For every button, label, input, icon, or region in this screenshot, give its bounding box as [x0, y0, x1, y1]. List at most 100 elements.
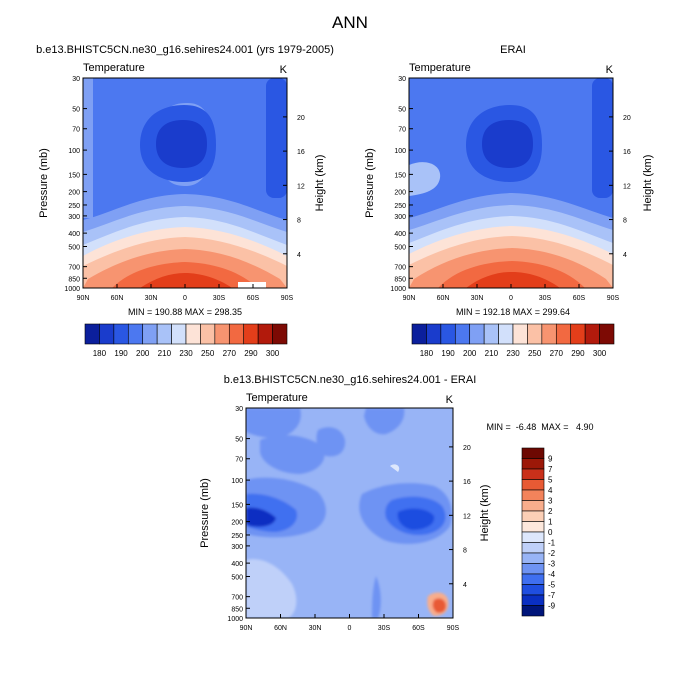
colorbar-label: 190 — [441, 349, 455, 358]
colorbar-swatch — [570, 323, 586, 345]
x-tick-label: 90N — [240, 625, 253, 632]
colorbar-swatch — [521, 563, 545, 575]
band-0 — [246, 559, 297, 618]
colorbar-swatch — [555, 323, 572, 345]
panel-diff: b.e13.BHISTC5CN.ne30_g16.sehires24.001 -… — [199, 374, 594, 632]
y-tick-label: 150 — [231, 502, 243, 509]
y-tick-label: 850 — [394, 276, 406, 283]
y-tick-label: 400 — [68, 231, 80, 238]
x-tick-label: 30S — [378, 625, 391, 632]
colorbar-swatch — [142, 323, 158, 345]
panel-unit-label: K — [280, 64, 288, 76]
band-minus2 — [246, 408, 301, 438]
colorbar-label: 5 — [548, 476, 553, 485]
panel-obs: ERAI Temperature K 305070100150200250300… — [364, 44, 654, 358]
y-tick-label: 150 — [68, 172, 80, 179]
x-axis: 90N 60N 30N 0 30S 60S 90S — [403, 284, 620, 302]
x-tick-label: 60N — [111, 295, 124, 302]
y-axis: 30 50 70 100 150 200 250 300 400 500 700 850 1000 — [227, 406, 250, 623]
x-tick-label: 30S — [539, 295, 552, 302]
panel-unit-label: K — [446, 394, 454, 406]
x-tick-label: 30S — [213, 295, 226, 302]
colorbar-swatch — [521, 489, 545, 501]
colorbar-swatch — [521, 510, 545, 522]
colorbar-swatch — [521, 605, 545, 617]
y-tick-label: 70 — [72, 127, 80, 134]
x-tick-label: 60N — [437, 295, 450, 302]
y2-tick-label: 16 — [463, 479, 471, 486]
colorbar-label: -1 — [548, 539, 556, 548]
band-minus2 — [364, 408, 405, 435]
colorbar-label: 180 — [93, 349, 107, 358]
y-tick-label: 100 — [68, 148, 80, 155]
band-polar-warm — [409, 162, 441, 196]
x-tick-label: 30N — [145, 295, 158, 302]
panel-title: ERAI — [500, 44, 526, 56]
colorbar-label: 9 — [548, 455, 553, 464]
x-tick-label: 90N — [403, 295, 416, 302]
band-290 — [466, 272, 560, 288]
colorbar-label: -3 — [548, 560, 556, 569]
x-axis: 90N 60N 30N 0 30S 60S 90S — [77, 284, 294, 302]
panel-model: b.e13.BHISTC5CN.ne30_g16.sehires24.001 (… — [36, 44, 334, 358]
y-tick-label: 250 — [394, 203, 406, 210]
colorbar-swatch — [521, 573, 545, 585]
y-tick-label: 150 — [394, 172, 406, 179]
y2-tick-label: 16 — [623, 149, 631, 156]
y-tick-label: 1000 — [390, 286, 406, 293]
colorbar-label: -9 — [548, 602, 556, 611]
colorbar-swatch — [521, 521, 545, 533]
y-tick-label: 50 — [72, 107, 80, 114]
colorbar-label: -5 — [548, 581, 556, 590]
colorbar-label: 290 — [571, 349, 585, 358]
y-axis-label: Pressure (mb) — [364, 148, 376, 218]
colorbar-label: 290 — [244, 349, 258, 358]
colorbar-swatch — [200, 323, 216, 345]
x-tick-label: 60S — [573, 295, 586, 302]
colorbar-label: -4 — [548, 570, 556, 579]
colorbar-swatch — [228, 323, 245, 345]
x-tick-label: 90S — [281, 295, 294, 302]
y2-tick-label: 4 — [623, 252, 627, 259]
x-tick-label: 90N — [77, 295, 90, 302]
band-positive-speck — [390, 464, 400, 472]
colorbar-swatch — [512, 323, 528, 345]
y-tick-label: 100 — [394, 148, 406, 155]
contour-field — [246, 408, 453, 618]
colorbar-swatch — [440, 323, 456, 345]
colorbar-swatch — [541, 323, 557, 345]
y2-axis: 20 16 12 8 4 — [283, 115, 305, 259]
colorbar-swatch — [156, 323, 172, 345]
y2-tick-label: 8 — [623, 218, 627, 225]
x-tick-label: 60N — [274, 625, 287, 632]
colorbar-swatch — [411, 323, 427, 345]
y-tick-label: 700 — [68, 265, 80, 272]
y-tick-label: 50 — [235, 437, 243, 444]
colorbar-swatch — [84, 323, 100, 345]
colorbar-label: 250 — [201, 349, 215, 358]
y2-axis: 20 16 12 8 4 — [609, 115, 631, 259]
x-tick-label: 90S — [607, 295, 620, 302]
y-tick-label: 70 — [398, 127, 406, 134]
colorbar-swatch — [99, 323, 115, 345]
contour-field — [83, 78, 287, 288]
y2-axis-label: Height (km) — [314, 155, 326, 212]
anomaly-regions — [246, 408, 452, 618]
colorbar-label: -2 — [548, 549, 556, 558]
colorbar-swatch — [521, 500, 545, 512]
y-tick-label: 300 — [68, 214, 80, 221]
y-tick-label: 200 — [68, 190, 80, 197]
y-tick-label: 1000 — [64, 286, 80, 293]
y-tick-label: 30 — [398, 76, 406, 83]
colorbar-swatch — [272, 323, 288, 345]
colorbar-swatch — [185, 323, 201, 345]
x-tick-label: 0 — [183, 295, 187, 302]
y-axis-label: Pressure (mb) — [199, 478, 211, 548]
colorbar: 180 190 200 210 230 250 270 290 300 — [411, 323, 615, 358]
y2-tick-label: 4 — [463, 582, 467, 589]
colorbar-label: 2 — [548, 507, 553, 516]
y-axis: 30 50 70 100 150 200 250 300 400 500 700 850 1000 — [64, 76, 87, 293]
band-290 — [140, 273, 232, 288]
colorbar-label: 210 — [485, 349, 499, 358]
colorbar-swatch — [454, 323, 471, 345]
